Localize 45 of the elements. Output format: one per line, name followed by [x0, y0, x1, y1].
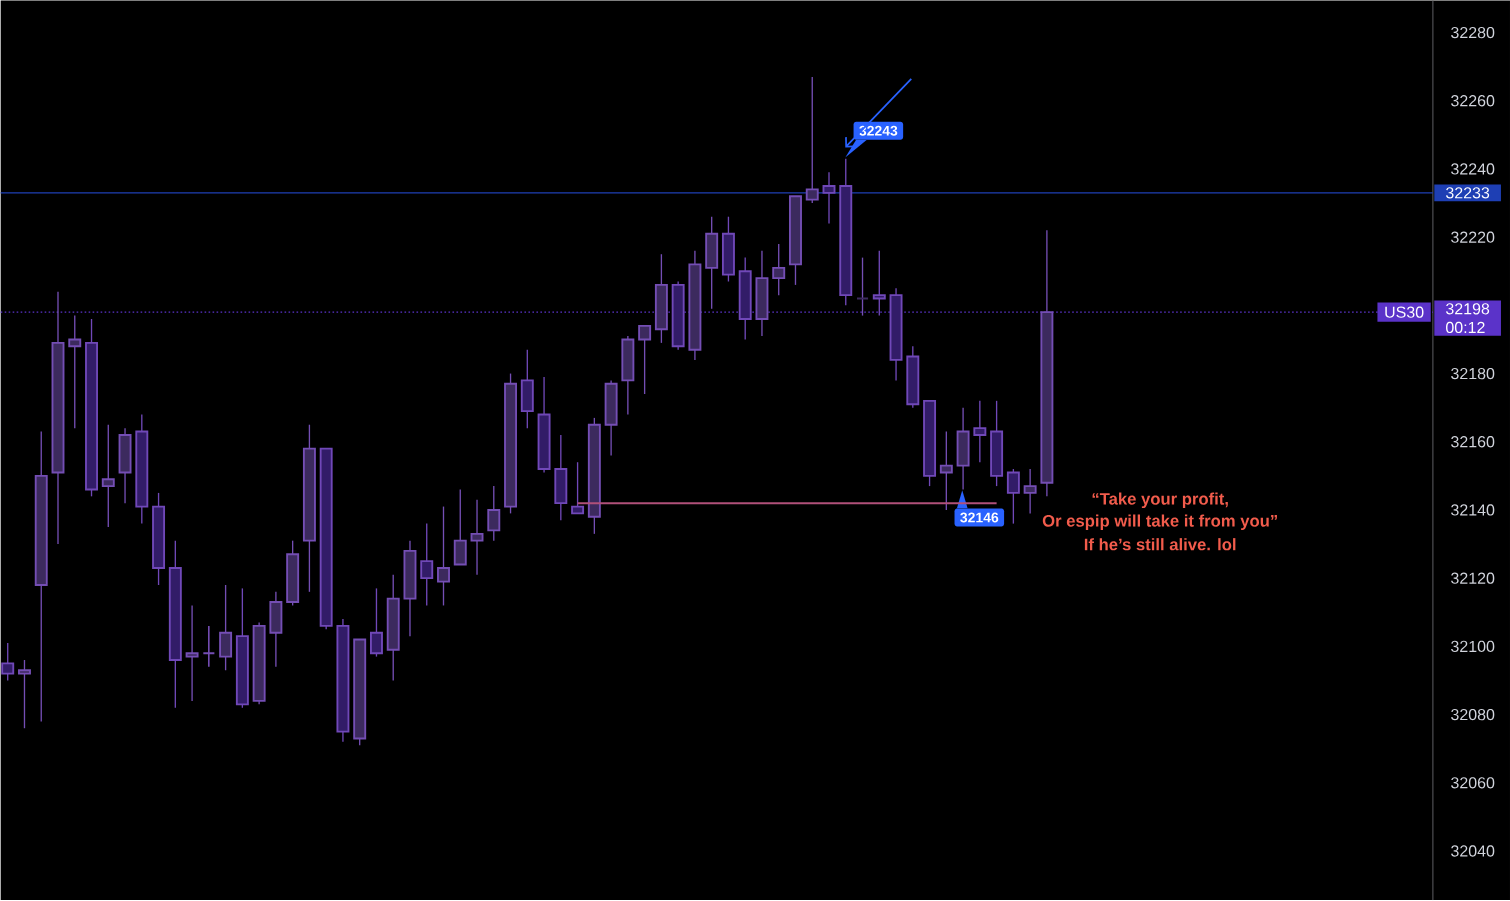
- annotation: If he’s still alive. lol: [1084, 538, 1236, 551]
- candlestick: [805, 76, 819, 204]
- candlestick: [772, 243, 786, 296]
- candlestick: [437, 506, 450, 607]
- y-tick-label: 32160: [1451, 436, 1495, 448]
- y-tick-label: 32280: [1451, 27, 1495, 39]
- candlestick: [470, 499, 484, 576]
- y-tick-label: 32040: [1451, 845, 1495, 857]
- ref-line-label: US30: [1385, 306, 1424, 319]
- y-tick-label: 32260: [1451, 95, 1495, 107]
- candlestick: [68, 315, 82, 429]
- y-tick-label: 32100: [1451, 640, 1495, 653]
- candlestick: [939, 431, 953, 511]
- text: 00:12: [1446, 321, 1485, 334]
- annotation: 32243: [859, 126, 898, 136]
- candlestick: [420, 523, 434, 607]
- annotation: 32146: [960, 512, 999, 523]
- candlestick: [101, 424, 115, 528]
- candlestick: [1023, 468, 1037, 515]
- candlestick: [822, 171, 836, 225]
- ref-line-label: 32233: [1445, 187, 1490, 199]
- y-tick-label: 32240: [1451, 163, 1495, 175]
- candlestick: [856, 257, 869, 317]
- candlestick: [202, 625, 216, 668]
- y-tick-label: 32220: [1451, 231, 1495, 244]
- candlestick: [219, 584, 233, 672]
- candlestick: [571, 461, 585, 515]
- y-tick-label: 32080: [1451, 709, 1495, 721]
- candlestick: [1, 642, 15, 682]
- candlestick: [18, 659, 31, 730]
- candlestick: [973, 400, 987, 464]
- y-tick-label: 32120: [1451, 572, 1495, 585]
- text: 32198: [1445, 303, 1490, 315]
- candlestick: [872, 250, 886, 317]
- candlestick: [638, 325, 652, 395]
- candlestick: [369, 587, 383, 658]
- annotation: “Take your profit,: [1092, 492, 1228, 509]
- annotation: Or espip will take it from you”: [1042, 514, 1277, 531]
- y-tick-label: 32060: [1451, 777, 1495, 789]
- candlestick: [487, 485, 501, 542]
- candlestick: [185, 604, 199, 702]
- y-tick-label: 32180: [1451, 368, 1495, 380]
- candlestick: [453, 489, 467, 566]
- y-tick-label: 32140: [1451, 504, 1495, 516]
- candlestick: [1006, 468, 1020, 525]
